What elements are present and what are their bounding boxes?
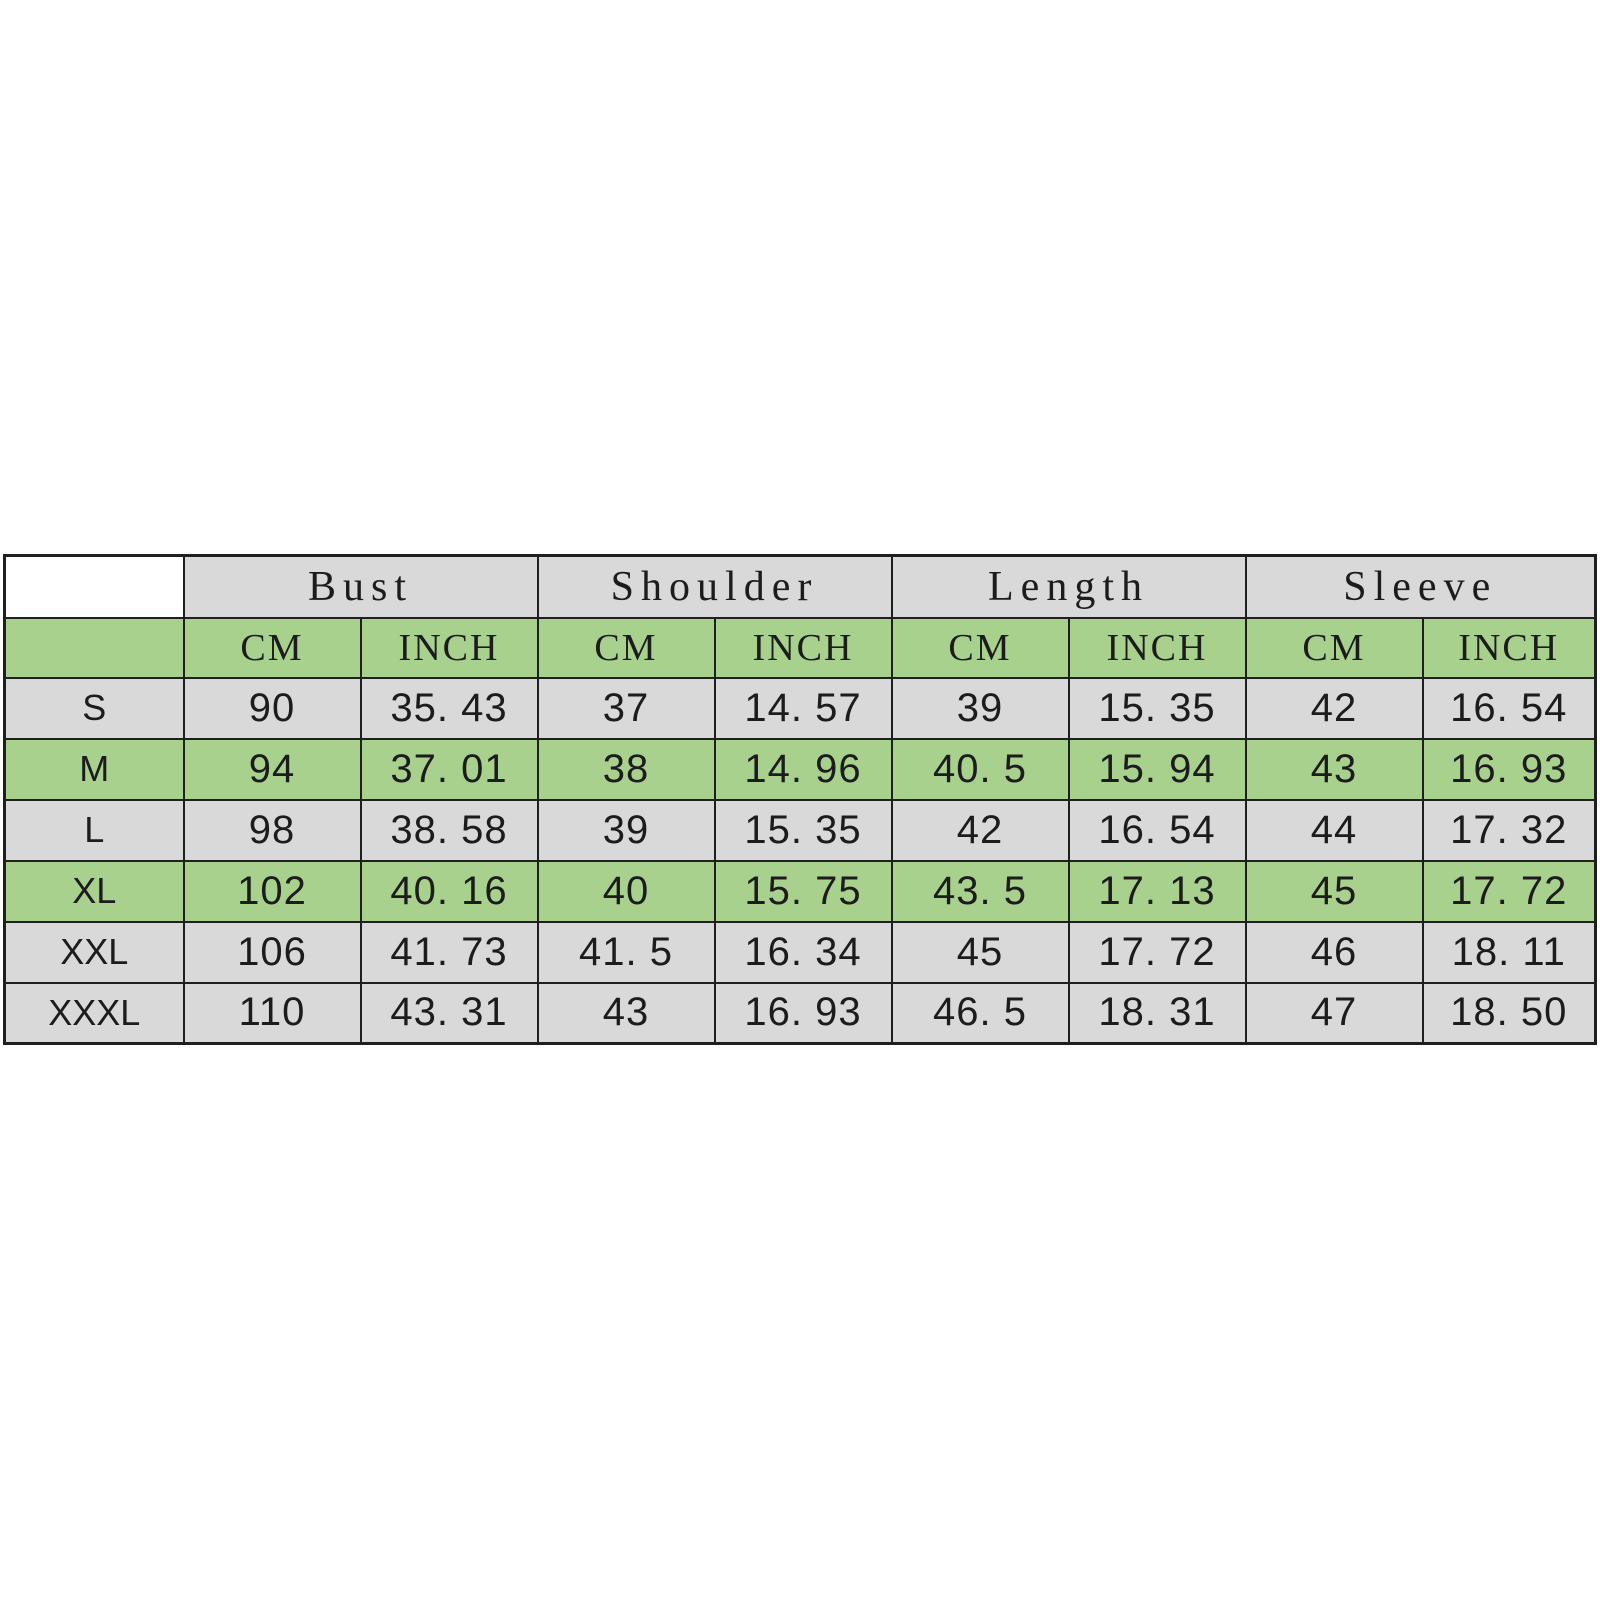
- corner-cell: [3, 554, 185, 619]
- table-row-xl: XL 102 40. 16 40 15. 75 43. 5 17. 13 45 …: [3, 859, 1597, 923]
- measurement-cell: 43: [536, 981, 716, 1045]
- measurement-cell: 14. 57: [713, 676, 893, 740]
- unit-header-inch: INCH: [713, 616, 893, 679]
- unit-header-cm: CM: [536, 616, 716, 679]
- measurement-cell: 17. 13: [1067, 859, 1247, 923]
- size-chart-table: Bust Shoulder Length Sleeve CM INCH CM I…: [3, 554, 1597, 1045]
- measurement-cell: 110: [182, 981, 362, 1045]
- measurement-cell: 43. 31: [359, 981, 539, 1045]
- measurement-cell: 102: [182, 859, 362, 923]
- measurement-cell: 38. 58: [359, 798, 539, 862]
- group-header-bust: Bust: [182, 554, 539, 619]
- measurement-cell: 41. 5: [536, 920, 716, 984]
- unit-header-inch: INCH: [1067, 616, 1247, 679]
- measurement-cell: 40. 5: [890, 737, 1070, 801]
- measurement-cell: 37. 01: [359, 737, 539, 801]
- group-header-length: Length: [890, 554, 1247, 619]
- size-label: S: [3, 676, 185, 740]
- measurement-cell: 17. 72: [1421, 859, 1597, 923]
- measurement-cell: 90: [182, 676, 362, 740]
- measurement-cell: 14. 96: [713, 737, 893, 801]
- size-label: M: [3, 737, 185, 801]
- measurement-cell: 42: [1244, 676, 1424, 740]
- unit-header-cm: CM: [182, 616, 362, 679]
- group-header-sleeve: Sleeve: [1244, 554, 1597, 619]
- measurement-cell: 16. 34: [713, 920, 893, 984]
- measurement-cell: 38: [536, 737, 716, 801]
- measurement-cell: 18. 50: [1421, 981, 1597, 1045]
- measurement-cell: 16. 93: [713, 981, 893, 1045]
- measurement-cell: 15. 94: [1067, 737, 1247, 801]
- measurement-cell: 40. 16: [359, 859, 539, 923]
- measurement-cell: 18. 31: [1067, 981, 1247, 1045]
- measurement-cell: 43: [1244, 737, 1424, 801]
- group-header-shoulder: Shoulder: [536, 554, 893, 619]
- unit-header-cm: CM: [890, 616, 1070, 679]
- unit-header-inch: INCH: [1421, 616, 1597, 679]
- size-label: XXXL: [3, 981, 185, 1045]
- measurement-cell: 15. 35: [1067, 676, 1247, 740]
- measurement-cell: 37: [536, 676, 716, 740]
- table-row-s: S 90 35. 43 37 14. 57 39 15. 35 42 16. 5…: [3, 676, 1597, 740]
- measurement-cell: 41. 73: [359, 920, 539, 984]
- measurement-cell: 45: [1244, 859, 1424, 923]
- measurement-cell: 35. 43: [359, 676, 539, 740]
- measurement-cell: 16. 93: [1421, 737, 1597, 801]
- unit-header-inch: INCH: [359, 616, 539, 679]
- size-label: XXL: [3, 920, 185, 984]
- table-row-xxl: XXL 106 41. 73 41. 5 16. 34 45 17. 72 46…: [3, 920, 1597, 984]
- measurement-cell: 46: [1244, 920, 1424, 984]
- table-row-m: M 94 37. 01 38 14. 96 40. 5 15. 94 43 16…: [3, 737, 1597, 801]
- measurement-cell: 98: [182, 798, 362, 862]
- measurement-cell: 43. 5: [890, 859, 1070, 923]
- group-header-row: Bust Shoulder Length Sleeve: [3, 554, 1597, 619]
- measurement-cell: 45: [890, 920, 1070, 984]
- table-row-l: L 98 38. 58 39 15. 35 42 16. 54 44 17. 3…: [3, 798, 1597, 862]
- measurement-cell: 40: [536, 859, 716, 923]
- unit-header-cm: CM: [1244, 616, 1424, 679]
- measurement-cell: 15. 75: [713, 859, 893, 923]
- table-row-xxxl: XXXL 110 43. 31 43 16. 93 46. 5 18. 31 4…: [3, 981, 1597, 1045]
- measurement-cell: 15. 35: [713, 798, 893, 862]
- measurement-cell: 18. 11: [1421, 920, 1597, 984]
- measurement-cell: 44: [1244, 798, 1424, 862]
- size-label: XL: [3, 859, 185, 923]
- measurement-cell: 16. 54: [1067, 798, 1247, 862]
- unit-corner-cell: [3, 616, 185, 679]
- measurement-cell: 94: [182, 737, 362, 801]
- measurement-cell: 42: [890, 798, 1070, 862]
- measurement-cell: 39: [890, 676, 1070, 740]
- measurement-cell: 39: [536, 798, 716, 862]
- measurement-cell: 17. 72: [1067, 920, 1247, 984]
- measurement-cell: 47: [1244, 981, 1424, 1045]
- size-label: L: [3, 798, 185, 862]
- unit-header-row: CM INCH CM INCH CM INCH CM INCH: [3, 616, 1597, 679]
- measurement-cell: 46. 5: [890, 981, 1070, 1045]
- measurement-cell: 106: [182, 920, 362, 984]
- measurement-cell: 16. 54: [1421, 676, 1597, 740]
- measurement-cell: 17. 32: [1421, 798, 1597, 862]
